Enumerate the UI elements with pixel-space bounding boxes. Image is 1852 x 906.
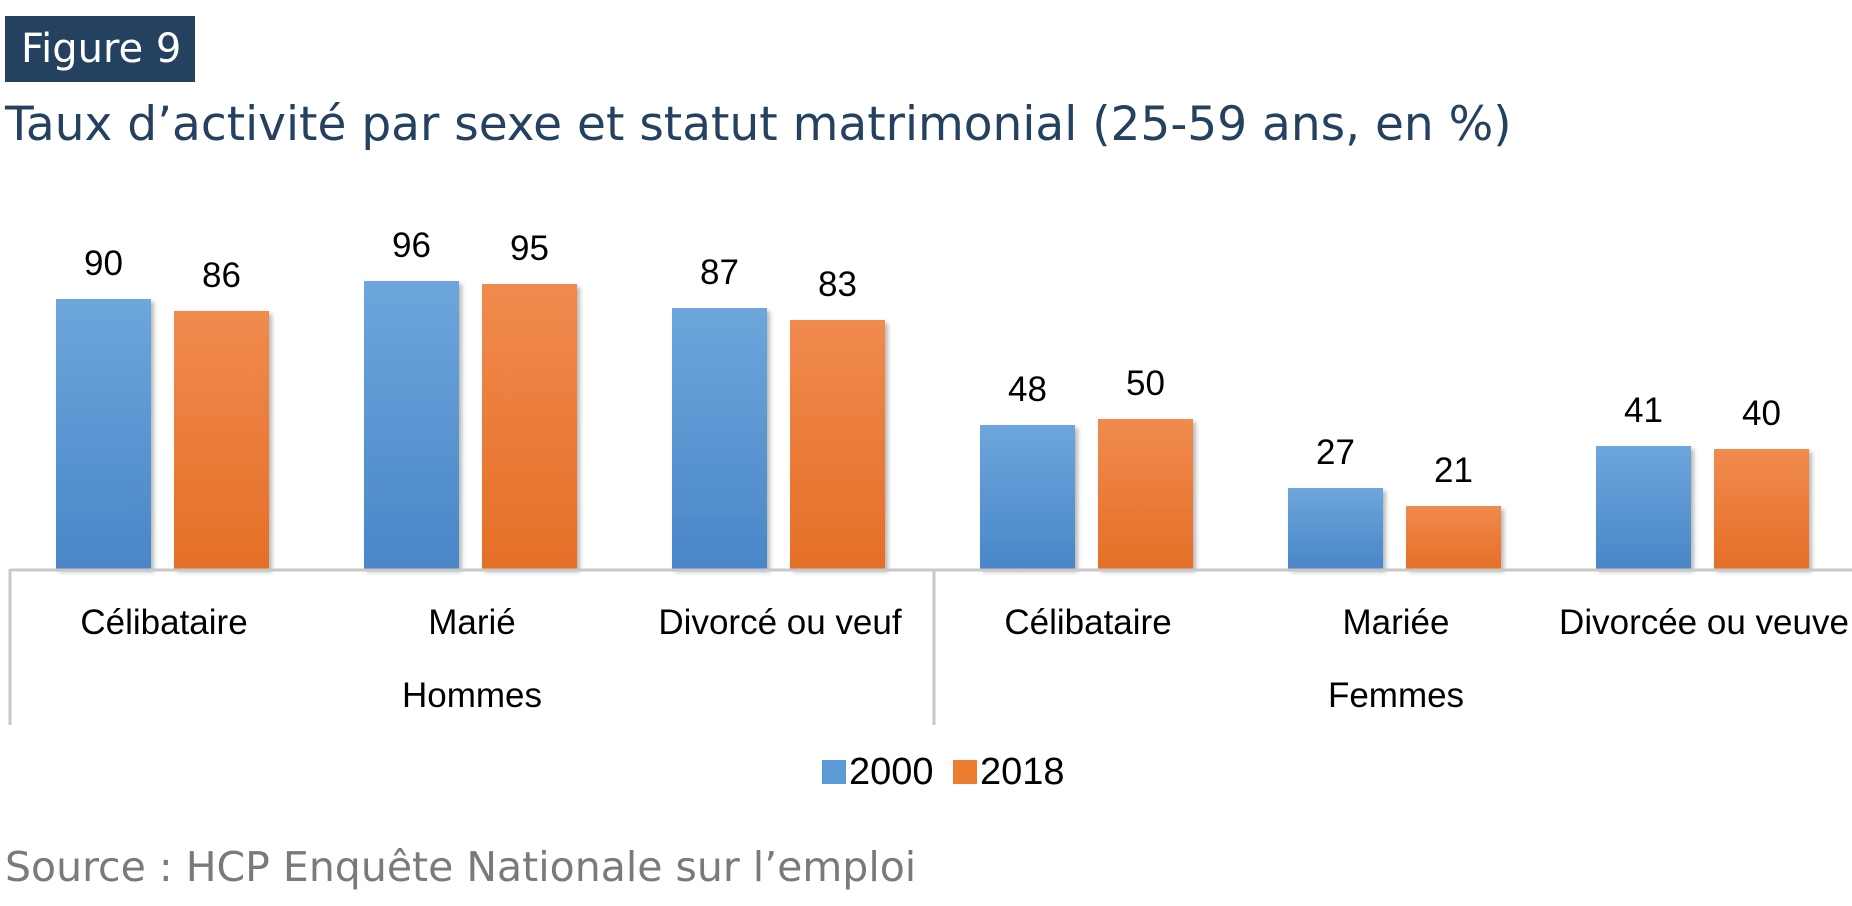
figure-label-badge: Figure 9 — [5, 16, 196, 82]
legend-label-2018: 2018 — [980, 751, 1065, 793]
group-label-hommes: Hommes — [402, 676, 542, 715]
category-label-1: Célibataire — [80, 603, 247, 642]
bar-2018-4 — [1098, 419, 1193, 569]
bar-chart: 90 96 87 48 27 41 86 95 83 50 21 40 Célibataire Marié… — [8, 226, 1852, 793]
bar-2000-5 — [1288, 488, 1383, 569]
bar-2000-1 — [56, 299, 151, 569]
bar-2018-3 — [790, 320, 885, 569]
bar-2018-1 — [174, 311, 269, 569]
bar-2000-4 — [980, 425, 1075, 569]
category-label-4: Célibataire — [1004, 603, 1171, 642]
legend: 2000 2018 — [822, 751, 1065, 793]
source-note: Source : HCP Enquête Nationale sur l’emp… — [5, 843, 917, 891]
bar-2000-6 — [1596, 446, 1691, 569]
category-label-5: Mariée — [1343, 603, 1450, 642]
group-label-femmes: Femmes — [1328, 676, 1464, 715]
value-label-2018-2: 95 — [510, 229, 549, 268]
axis-layer — [8, 568, 1852, 725]
value-label-2018-3: 83 — [818, 265, 857, 304]
value-label-2000-4: 48 — [1008, 370, 1047, 409]
category-label-6: Divorcée ou veuve — [1559, 603, 1849, 642]
bar-2018-5 — [1406, 506, 1501, 569]
value-label-2018-6: 40 — [1742, 394, 1781, 433]
value-label-2000-1: 90 — [84, 244, 123, 283]
value-label-2000-5: 27 — [1316, 433, 1355, 472]
bar-2000-3 — [672, 308, 767, 569]
legend-swatch-2000 — [822, 760, 846, 784]
value-label-2000-3: 87 — [700, 253, 739, 292]
bars-layer — [56, 281, 1809, 569]
bar-2018-2 — [482, 284, 577, 569]
bar-2018-6 — [1714, 449, 1809, 569]
chart-title: Taux d’activité par sexe et statut matri… — [5, 97, 1512, 152]
value-label-2000-2: 96 — [392, 226, 431, 265]
value-label-2000-6: 41 — [1624, 391, 1663, 430]
bar-2000-2 — [364, 281, 459, 569]
category-label-2: Marié — [428, 603, 516, 642]
value-label-2018-1: 86 — [202, 256, 241, 295]
legend-swatch-2018 — [953, 760, 977, 784]
labels-layer: 90 96 87 48 27 41 86 95 83 50 21 40 Célibataire Marié… — [80, 226, 1849, 715]
legend-label-2000: 2000 — [849, 751, 934, 793]
value-label-2018-5: 21 — [1434, 451, 1473, 490]
category-label-3: Divorcé ou veuf — [658, 603, 901, 642]
value-label-2018-4: 50 — [1126, 364, 1165, 403]
